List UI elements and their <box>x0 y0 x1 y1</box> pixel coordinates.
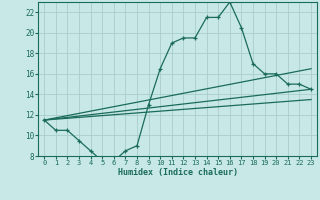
X-axis label: Humidex (Indice chaleur): Humidex (Indice chaleur) <box>118 168 238 177</box>
